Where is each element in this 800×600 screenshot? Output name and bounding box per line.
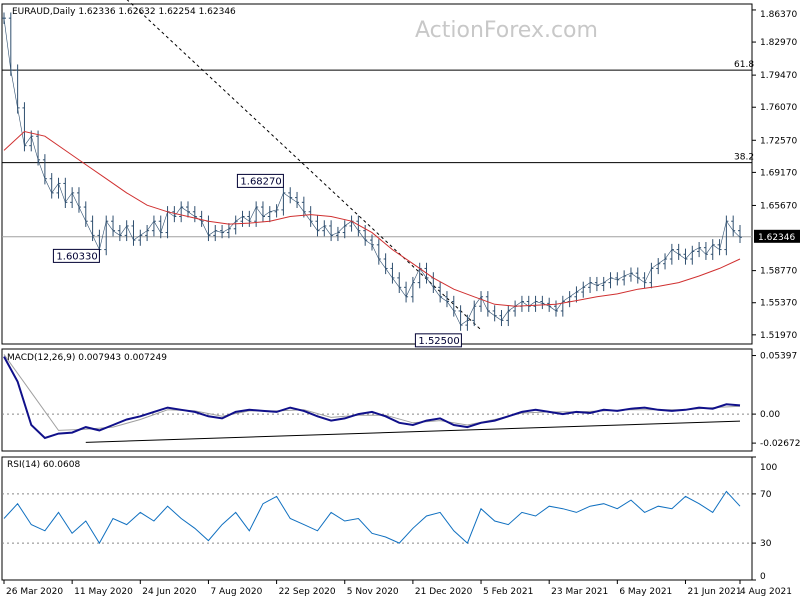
price-ytick-label: 1.76070 (760, 103, 797, 113)
x-tick-label: 7 Aug 2020 (210, 587, 262, 597)
x-axis: 26 Mar 2020 11 May 2020 24 Jun 2020 7 Aug 2… (3, 580, 792, 597)
x-tick-label: 24 Jun 2020 (142, 587, 196, 597)
rsi-ytick-label: 100 (760, 463, 777, 473)
macd-ytick-label: 0.05397 (760, 352, 797, 362)
price-ytick-label: 1.51970 (760, 331, 797, 341)
macd-trendline (85, 420, 741, 443)
price-panel: 61.8 38.2 1.68270 1.60330 1.52500 1.86370 1.82… (2, 0, 800, 348)
fib-label: 38.2 (734, 153, 754, 163)
annotation-label: 1.52500 (418, 336, 459, 347)
x-tick-label: 5 Nov 2020 (347, 587, 399, 597)
price-trendline (126, 0, 482, 331)
annotation-box (52, 248, 100, 263)
panel-frames (1, 3, 753, 581)
macd-ytick-label: -0.026726 (760, 439, 800, 449)
price-series-line (3, 18, 741, 326)
x-tick-label: 6 May 2021 (619, 587, 672, 597)
rsi-line (3, 490, 741, 545)
price-header: EURAUD,Daily 1.62336 1.62632 1.62254 1.6… (12, 7, 236, 17)
rsi-header: RSI(14) 60.0608 (7, 460, 80, 470)
x-tick-label: 23 Mar 2021 (551, 587, 608, 597)
macd-line (3, 356, 741, 440)
x-tick-label: 22 Sep 2020 (279, 587, 336, 597)
price-ytick-label: 1.79470 (760, 71, 797, 81)
price-ytick-label: 1.65670 (760, 201, 797, 211)
price-ytick-label: 1.72570 (760, 136, 797, 146)
fib-label: 61.8 (734, 60, 754, 70)
price-ytick-label: 1.55370 (760, 299, 797, 309)
price-frame (1, 3, 753, 345)
rsi-ytick-label: 30 (760, 539, 772, 549)
rsi-ytick-label: 0 (760, 572, 766, 582)
macd-panel: 0.05397 0.00 -0.026726 (2, 352, 800, 449)
last-price-label: 1.62346 (758, 233, 795, 243)
annotation-box (236, 173, 284, 188)
price-ytick-label: 1.86370 (760, 10, 797, 20)
annotation-box (414, 333, 462, 348)
price-ytick-label: 1.82970 (760, 38, 797, 48)
macd-header: MACD(12,26,9) 0.007943 0.007249 (7, 353, 167, 363)
x-tick-label: 21 Jun 2021 (687, 587, 741, 597)
price-ytick-label: 1.69170 (760, 168, 797, 178)
rsi-ytick-label: 70 (760, 490, 772, 500)
rsi-panel: 100 70 30 0 (2, 456, 777, 582)
price-ytick-label: 1.58770 (760, 267, 797, 277)
x-tick-label: 21 Dec 2020 (415, 587, 473, 597)
x-tick-label: 5 Feb 2021 (483, 587, 533, 597)
rsi-frame (1, 456, 753, 581)
x-tick-label: 26 Mar 2020 (6, 587, 63, 597)
watermark-text: ActionForex.com (415, 18, 598, 43)
annotation-label: 1.60330 (56, 251, 97, 262)
x-tick-label: 4 Aug 2021 (740, 587, 792, 597)
last-price-tag (754, 229, 800, 243)
macd-signal-line (3, 354, 741, 431)
macd-ytick-label: 0.00 (760, 410, 780, 420)
x-tick-label: 11 May 2020 (74, 587, 133, 597)
macd-frame (1, 348, 753, 452)
annotation-label: 1.68270 (240, 176, 281, 187)
moving-average-line (3, 130, 741, 307)
